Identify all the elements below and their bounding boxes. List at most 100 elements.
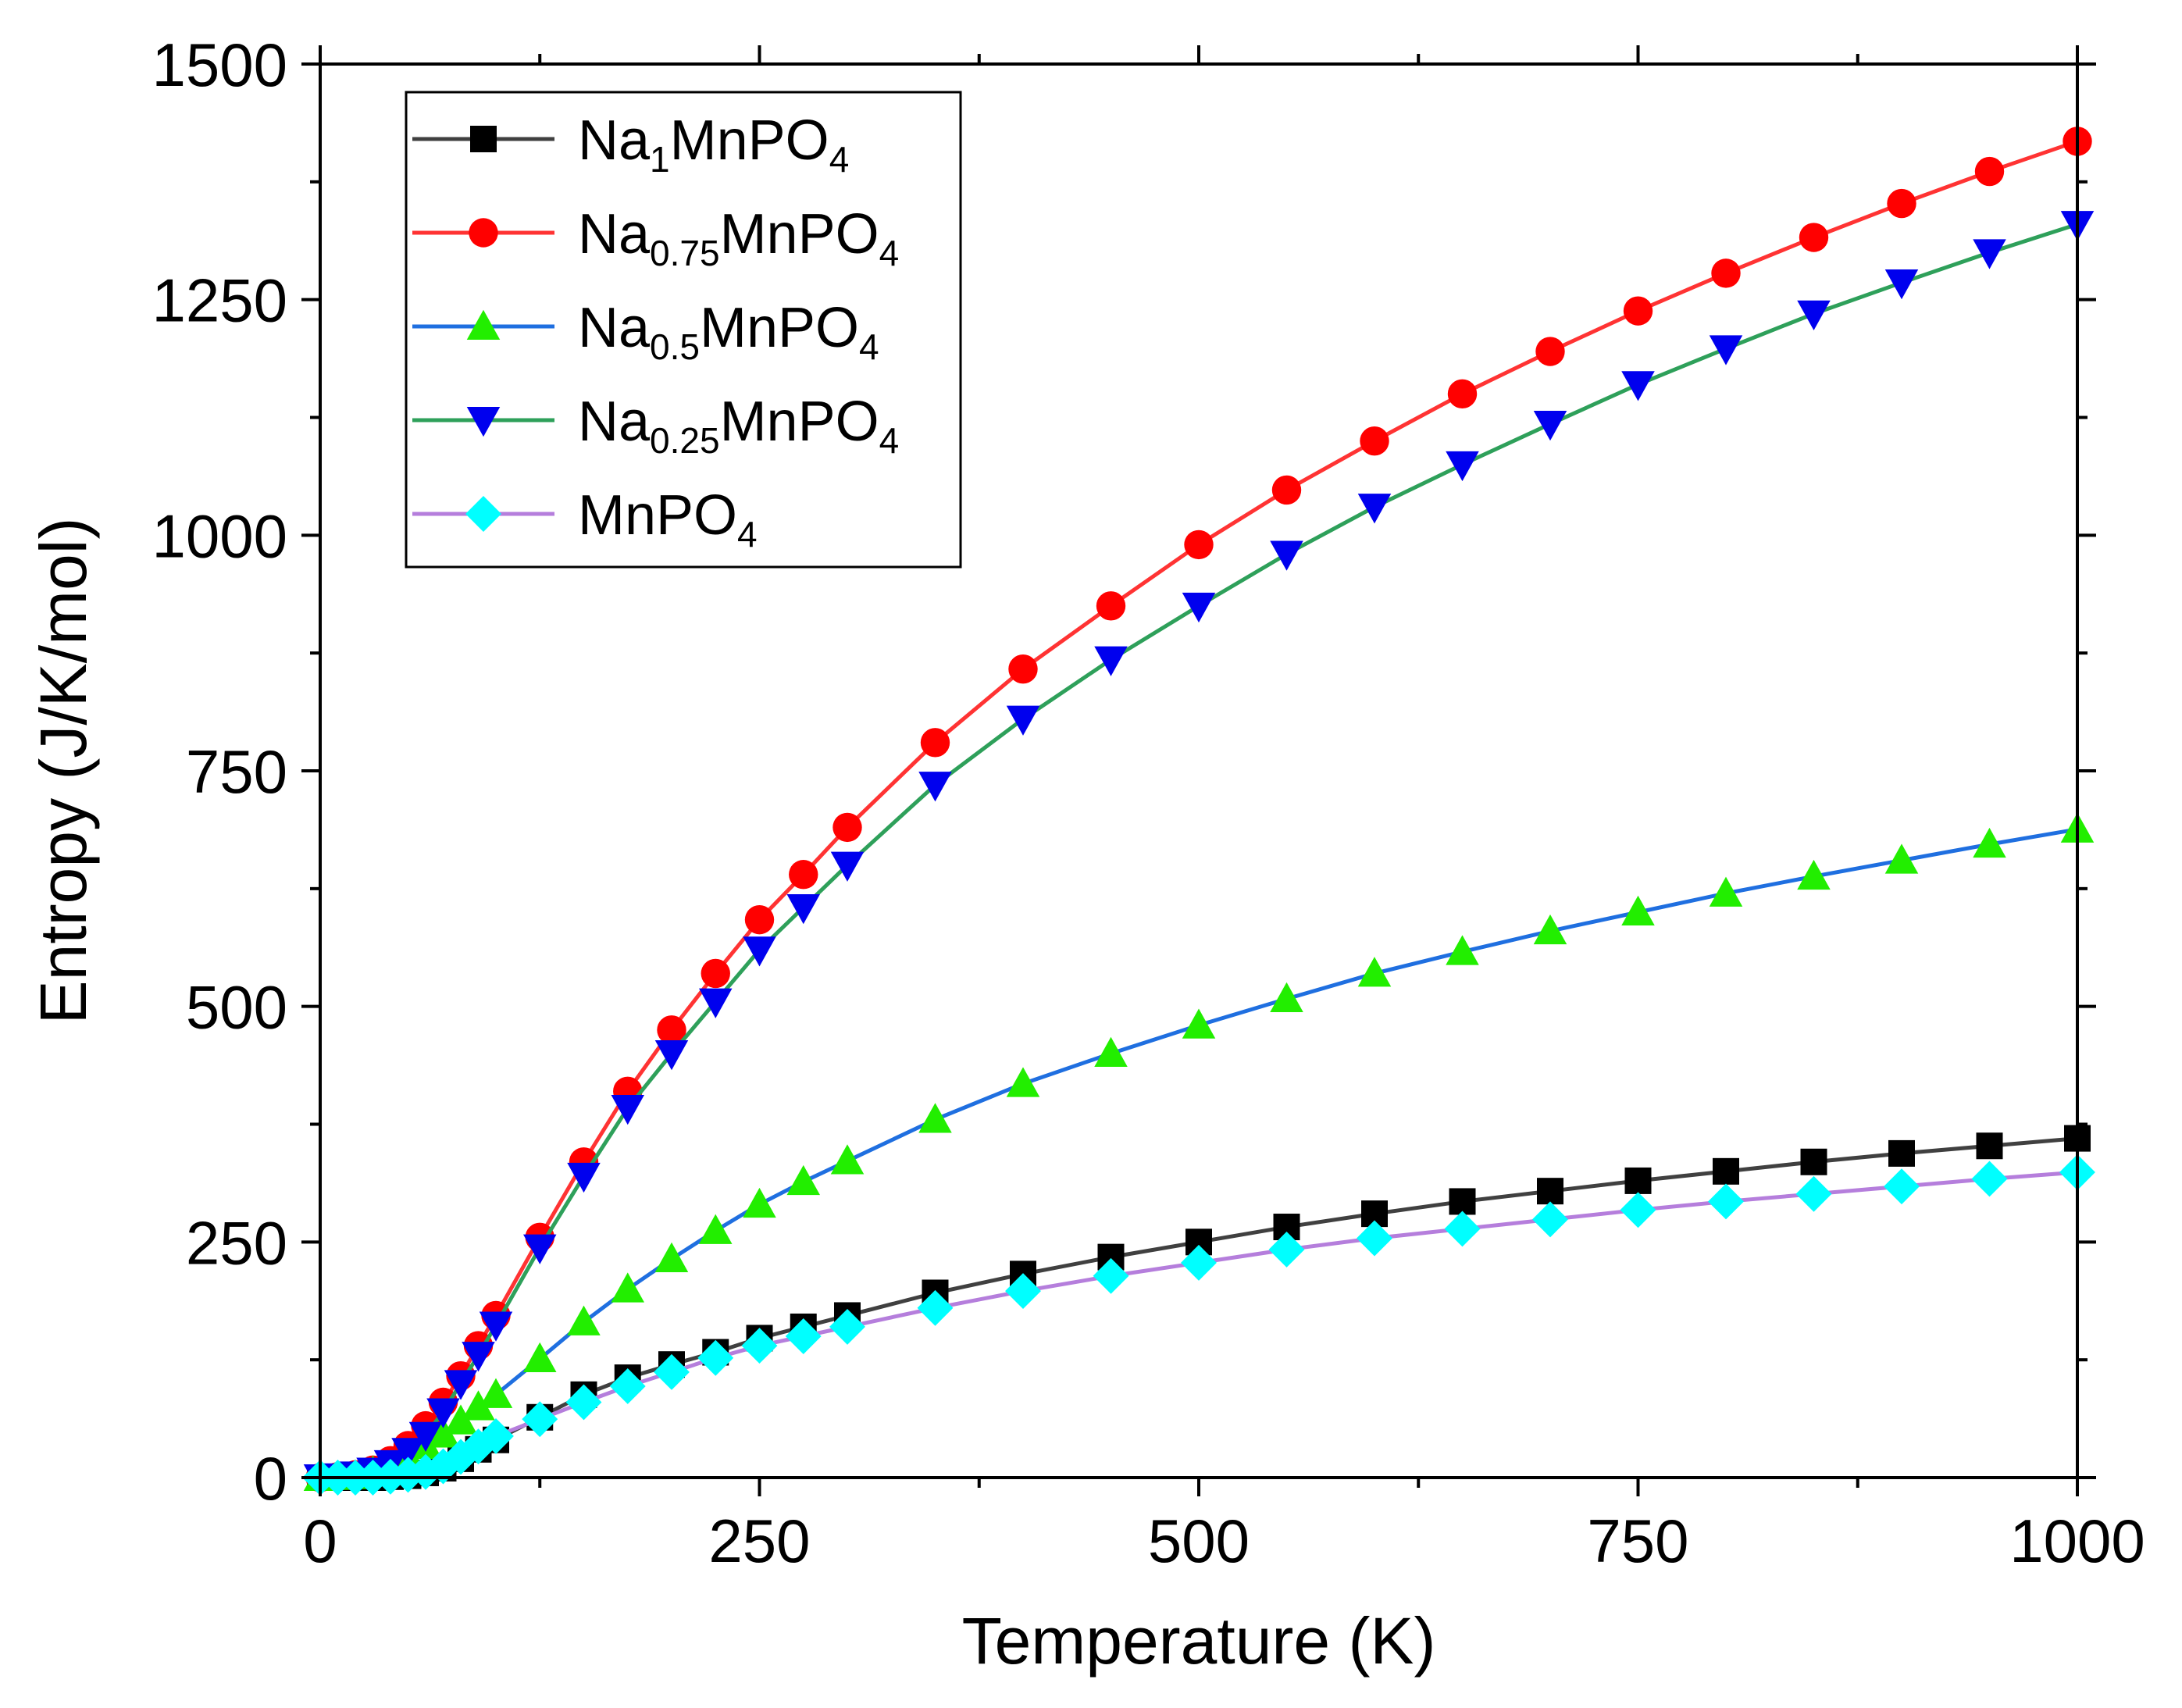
- data-point: [1797, 300, 1831, 331]
- legend-marker: [466, 309, 501, 340]
- legend-marker: [466, 407, 501, 437]
- data-point: [657, 1015, 686, 1045]
- data-point: [699, 1214, 733, 1244]
- data-point: [786, 1164, 820, 1196]
- legend-label: Na0.75MnPO4: [578, 203, 899, 273]
- data-point: [1270, 540, 1303, 571]
- data-point: [789, 860, 818, 890]
- data-point: [701, 958, 730, 989]
- data-point: [785, 1318, 822, 1354]
- data-point: [611, 1094, 644, 1125]
- data-point: [1268, 1232, 1305, 1268]
- data-point: [1884, 843, 1919, 874]
- data-point: [654, 1242, 689, 1273]
- data-point: [830, 1144, 865, 1175]
- data-point: [654, 1353, 690, 1390]
- y-tick-label: 1000: [152, 501, 287, 570]
- data-point: [1271, 475, 1302, 505]
- data-point: [425, 1448, 462, 1485]
- data-point: [1446, 935, 1479, 965]
- data-point: [1008, 654, 1038, 684]
- y-tick-label: 250: [186, 1208, 287, 1277]
- data-point: [1709, 335, 1743, 365]
- data-point: [697, 1339, 734, 1376]
- data-point: [1624, 1167, 1652, 1194]
- data-point: [1973, 239, 2006, 269]
- data-point: [522, 1401, 558, 1438]
- data-point: [609, 1368, 646, 1404]
- data-point: [1535, 337, 1565, 366]
- data-point: [1533, 914, 1567, 945]
- data-point: [478, 1417, 514, 1454]
- data-point: [523, 1234, 557, 1264]
- data-point: [918, 772, 952, 802]
- data-point: [611, 1272, 644, 1303]
- data-point: [444, 1404, 478, 1435]
- data-point: [1537, 1178, 1563, 1205]
- data-point: [1971, 1161, 2008, 1197]
- legend-marker: [469, 218, 498, 248]
- data-point: [1006, 1067, 1040, 1097]
- data-point: [654, 1040, 689, 1071]
- data-point: [1360, 426, 1389, 456]
- y-tick-label: 500: [186, 973, 287, 1042]
- data-point: [444, 1370, 478, 1400]
- data-point: [460, 1428, 497, 1465]
- data-point: [479, 1378, 513, 1408]
- series-3: [303, 211, 2095, 1495]
- data-point: [1006, 705, 1040, 736]
- data-point: [523, 1342, 557, 1372]
- data-point: [1444, 1211, 1481, 1247]
- data-point: [1976, 1132, 2003, 1160]
- data-point: [1888, 1139, 1915, 1167]
- data-point: [833, 812, 862, 843]
- y-tick-label: 1500: [152, 30, 287, 99]
- data-point: [744, 904, 775, 935]
- data-point: [786, 893, 820, 925]
- data-point: [1182, 592, 1216, 623]
- data-point: [567, 1305, 601, 1335]
- data-point: [1094, 1036, 1128, 1067]
- data-point: [1449, 1188, 1476, 1215]
- y-axis-title: Entropy (J/K/mol): [27, 518, 100, 1025]
- data-point: [1623, 296, 1653, 326]
- y-tick-label: 750: [186, 737, 287, 806]
- data-point: [743, 1187, 776, 1218]
- data-point: [443, 1439, 479, 1475]
- data-point: [1184, 530, 1214, 560]
- series-4: [302, 1154, 2095, 1496]
- legend: Na1MnPO4 Na0.75MnPO4 Na0.5MnPO4 Na0.25MnPO4…: [405, 91, 962, 569]
- data-point: [479, 1311, 513, 1342]
- legend-item: Na0.5MnPO4: [412, 297, 879, 367]
- data-point: [1357, 494, 1392, 524]
- y-tick-label: 0: [254, 1444, 287, 1513]
- data-point: [462, 1390, 495, 1421]
- data-point: [699, 988, 733, 1018]
- legend-item: Na1MnPO4: [412, 109, 849, 180]
- data-point: [391, 1438, 425, 1468]
- data-point: [917, 1289, 954, 1326]
- data-point: [567, 1162, 601, 1193]
- legend-item: Na0.25MnPO4: [412, 390, 899, 461]
- data-point: [1974, 156, 2005, 187]
- data-point: [462, 1342, 495, 1372]
- data-point: [426, 1417, 460, 1448]
- x-axis-title: Temperature (K): [962, 1604, 1436, 1678]
- data-point: [829, 1308, 865, 1345]
- data-point: [1884, 1168, 1920, 1205]
- data-point: [1973, 827, 2006, 858]
- data-point: [1447, 379, 1478, 409]
- data-point: [1709, 876, 1743, 907]
- data-point: [1711, 259, 1741, 288]
- legend-label: MnPO4: [578, 484, 758, 554]
- data-point: [1620, 1192, 1656, 1228]
- data-point: [1093, 1257, 1129, 1294]
- data-point: [1887, 188, 1916, 219]
- legend-marker: [465, 496, 501, 532]
- data-point: [565, 1384, 602, 1421]
- data-point: [1621, 371, 1655, 401]
- data-point: [1799, 223, 1829, 252]
- data-point: [1182, 1008, 1216, 1039]
- y-tick-label: 1250: [152, 266, 287, 335]
- data-point: [1270, 982, 1303, 1013]
